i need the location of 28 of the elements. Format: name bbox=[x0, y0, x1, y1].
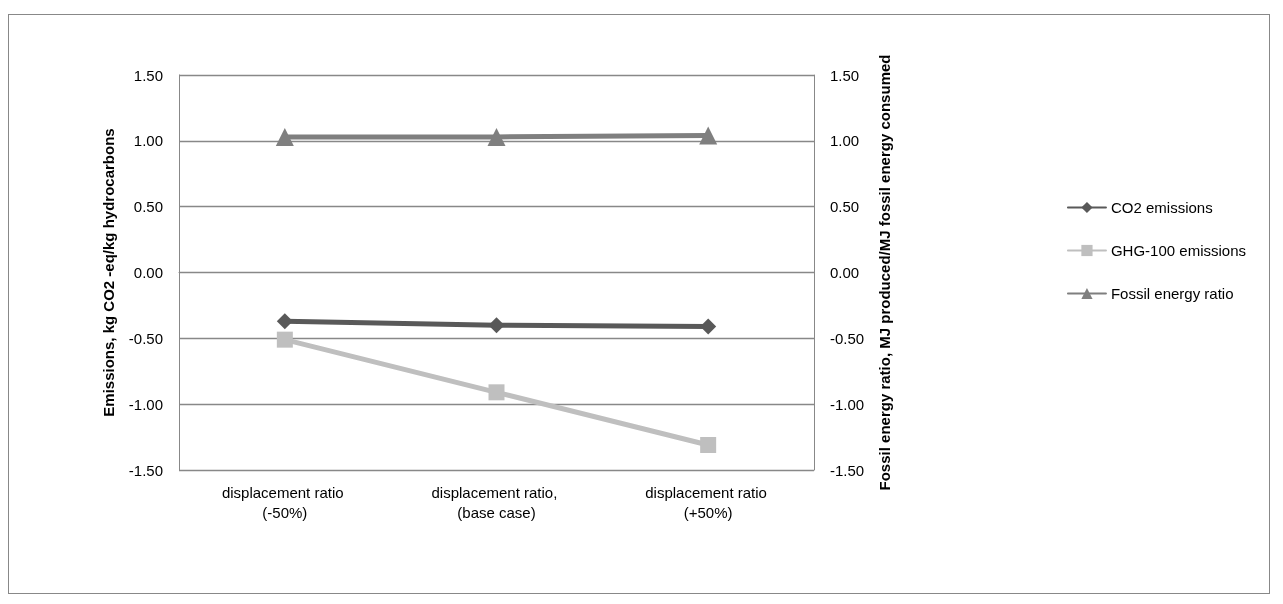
y-tick-label: -1.00 bbox=[128, 395, 163, 413]
y2-axis-title: Fossil energy ratio, MJ produced/MJ fossil energy consumed bbox=[875, 54, 893, 491]
y2-tick-label: -1.50 bbox=[830, 461, 865, 479]
y-tick-label: -1.50 bbox=[128, 461, 163, 479]
point bbox=[276, 313, 293, 330]
legend-label: CO2 emissions bbox=[1110, 199, 1213, 216]
x-tick-label: displacement ratio, (base case) bbox=[431, 483, 562, 521]
y-tick-label: 1.00 bbox=[133, 132, 163, 150]
legend-label: GHG-100 emissions bbox=[1110, 242, 1246, 259]
point bbox=[276, 331, 293, 348]
point bbox=[700, 436, 717, 453]
y-axis-title: Emissions, kg CO2 -eq/kg hydrocarbons bbox=[100, 128, 118, 417]
y-tick-label: 0.50 bbox=[133, 198, 163, 216]
y2-tick-label: 0.50 bbox=[830, 198, 860, 216]
point bbox=[488, 317, 505, 334]
y2-tick-label: 1.50 bbox=[830, 66, 860, 84]
y2-tick-label: 1.00 bbox=[830, 132, 860, 150]
y-tick-label: 0.00 bbox=[133, 264, 163, 281]
y2-tick-label: -1.00 bbox=[830, 395, 865, 413]
point bbox=[700, 318, 717, 335]
legend-label: Fossil energy ratio bbox=[1110, 285, 1234, 302]
y-tick-label: -0.50 bbox=[128, 329, 163, 347]
y2-tick-label: -0.50 bbox=[830, 329, 865, 347]
point bbox=[488, 384, 505, 401]
x-tick-label: displacement ratio (+50%) bbox=[645, 483, 772, 521]
x-tick-label: displacement ratio (-50%) bbox=[221, 483, 348, 521]
y2-tick-label: 0.00 bbox=[830, 264, 860, 281]
y-tick-label: 1.50 bbox=[133, 66, 163, 84]
